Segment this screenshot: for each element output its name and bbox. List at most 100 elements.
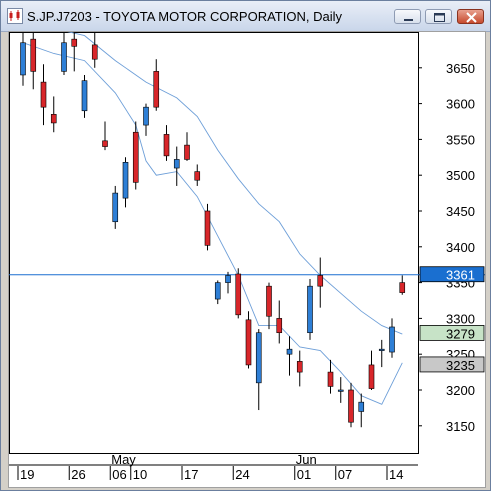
price-label-text: 3361 [446, 268, 475, 283]
candle-body [61, 42, 67, 72]
x-tick-label: 19 [20, 467, 34, 482]
candle-body [122, 162, 129, 199]
candle [122, 157, 129, 208]
y-tick-label: 3600 [446, 97, 475, 112]
candle-body [214, 282, 221, 300]
x-tick-label: 17 [184, 467, 198, 482]
candle-body [337, 389, 344, 392]
candle [337, 377, 344, 403]
candlestick-chart[interactable]: 3650360035503500345034003350330032503200… [9, 24, 485, 487]
candle-body [348, 389, 354, 423]
x-tick-label: 24 [235, 467, 249, 482]
candle [348, 382, 354, 428]
y-tick-label: 3400 [446, 240, 475, 255]
month-label: May [111, 452, 136, 467]
candle [91, 32, 98, 68]
candle-body [40, 81, 47, 108]
y-tick-label: 3550 [446, 132, 475, 147]
candle-body [245, 319, 252, 366]
candle-body [20, 42, 26, 76]
candle-body [368, 364, 375, 389]
x-tick-label: 06 [112, 467, 126, 482]
price-label-box [419, 266, 485, 283]
close-button[interactable] [457, 9, 484, 24]
restore-icon [434, 13, 445, 22]
x-tick-label: 01 [297, 467, 311, 482]
price-label-ma[interactable]: 3279 [419, 325, 485, 341]
chart-app-icon [7, 8, 23, 24]
candle-body [235, 273, 242, 316]
restore-button[interactable] [425, 9, 452, 24]
candle [214, 280, 221, 305]
y-tick-label: 3500 [446, 168, 475, 183]
price-label-text: 3235 [446, 358, 475, 373]
price-label-box [419, 356, 485, 373]
candle-body [399, 282, 406, 293]
candle [132, 121, 139, 190]
candle-body [132, 131, 139, 183]
price-label-text: 3279 [446, 326, 475, 341]
candle-body [389, 326, 395, 353]
candle-body [255, 332, 262, 384]
candle-body [307, 285, 313, 334]
candle-body [296, 361, 303, 373]
candle-body [204, 210, 211, 246]
candle [286, 336, 293, 376]
y-tick-label: 3150 [446, 419, 475, 434]
candle [399, 275, 406, 295]
candle-body [50, 114, 57, 124]
candle-body [194, 171, 201, 181]
candle [225, 271, 231, 294]
candle [307, 279, 313, 340]
candle [317, 257, 324, 308]
close-icon [466, 12, 477, 23]
candle [296, 350, 303, 387]
month-label: Jun [296, 452, 317, 467]
candle-body [91, 44, 98, 60]
title-bar[interactable]: S.JP.J7203 - TOYOTA MOTOR CORPORATION, D… [1, 1, 490, 32]
price-label-current[interactable]: 3361 [419, 266, 485, 283]
candle-body [358, 401, 365, 412]
candle-body [143, 106, 149, 126]
candle [30, 28, 37, 90]
minimize-icon [404, 19, 413, 21]
candle-body [276, 318, 283, 334]
candle [276, 300, 283, 344]
candle [368, 350, 375, 390]
x-tick-label: 07 [338, 467, 352, 482]
candle-body [153, 71, 160, 108]
candle [194, 164, 201, 186]
candle-body [112, 192, 119, 223]
candle [389, 318, 395, 358]
minimize-button[interactable] [394, 9, 421, 24]
candle [235, 268, 242, 319]
candle [163, 125, 170, 161]
candle [81, 74, 88, 118]
candle-body [102, 140, 108, 147]
candle [358, 393, 365, 428]
candle [102, 121, 108, 151]
x-tick-label: 26 [71, 467, 85, 482]
candle-body [163, 134, 170, 157]
candle [173, 146, 180, 186]
candle-body [327, 371, 334, 387]
candle [266, 282, 272, 330]
candle [245, 311, 252, 369]
candle [61, 32, 67, 75]
candle [204, 203, 211, 251]
y-tick-label: 3200 [446, 383, 475, 398]
candle-body [30, 38, 37, 72]
candle [40, 64, 47, 126]
y-tick-label: 3450 [446, 204, 475, 219]
price-label-box [419, 325, 485, 341]
chart-area[interactable]: 3650 3600 3550 3500 3450 3400 3350 3300 3250 3200… [8, 24, 486, 488]
candle-body [225, 275, 231, 283]
candle [153, 59, 160, 111]
ma-upper-line [22, 24, 403, 335]
candle [50, 96, 57, 133]
ma-lower-line [22, 42, 403, 405]
window-title: S.JP.J7203 - TOYOTA MOTOR CORPORATION, D… [27, 9, 342, 24]
candle [20, 32, 26, 86]
price-label-low[interactable]: 3235 [419, 356, 485, 373]
